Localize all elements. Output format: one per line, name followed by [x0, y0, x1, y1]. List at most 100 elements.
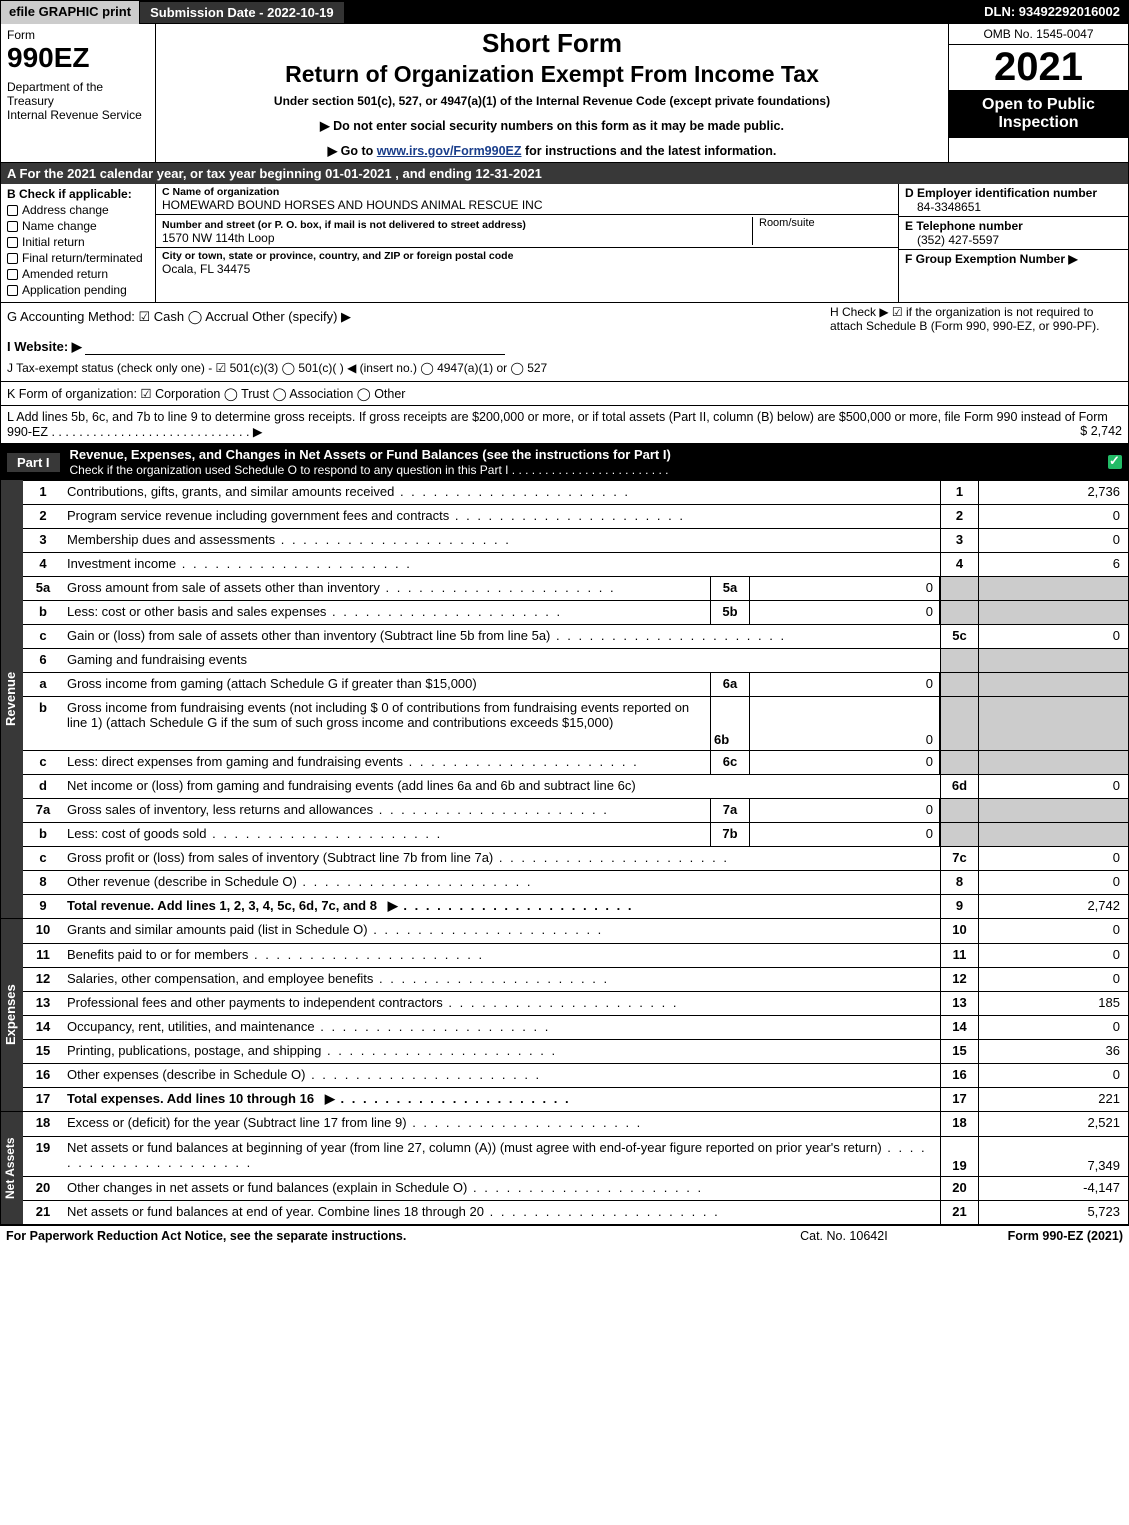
line-7a-subval: 0: [750, 799, 940, 822]
line-6a-amt: [978, 673, 1128, 696]
line-6c-desc: Less: direct expenses from gaming and fu…: [63, 751, 710, 774]
line-7c-amt: 0: [978, 847, 1128, 870]
form-990ez: efile GRAPHIC print Submission Date - 20…: [0, 0, 1129, 1225]
chk-address-change[interactable]: [7, 205, 18, 216]
line-5b-desc: Less: cost or other basis and sales expe…: [63, 601, 710, 624]
line-12-num: 12: [23, 968, 63, 991]
lbl-address-change: Address change: [22, 203, 109, 217]
line-9-amt: 2,742: [978, 895, 1128, 918]
line-18-amt: 2,521: [978, 1112, 1128, 1136]
line-3-desc: Membership dues and assessments: [63, 529, 940, 552]
line-10-amt: 0: [978, 919, 1128, 943]
line-5a-amt: [978, 577, 1128, 600]
line-10-desc: Grants and similar amounts paid (list in…: [63, 919, 940, 943]
header-left: Form 990EZ Department of the Treasury In…: [1, 24, 156, 162]
line-5a-desc: Gross amount from sale of assets other t…: [63, 577, 710, 600]
org-name-label: C Name of organization: [162, 186, 892, 198]
line-16-amt: 0: [978, 1064, 1128, 1087]
row-l-gross-receipts: L Add lines 5b, 6c, and 7b to line 9 to …: [1, 406, 1128, 444]
line-21-ref: 21: [940, 1201, 978, 1224]
line-5b-amt: [978, 601, 1128, 624]
line-20-ref: 20: [940, 1177, 978, 1200]
header-title-block: Short Form Return of Organization Exempt…: [156, 24, 948, 162]
line-5c-amt: 0: [978, 625, 1128, 648]
line-16-desc: Other expenses (describe in Schedule O): [63, 1064, 940, 1087]
line-1-desc: Contributions, gifts, grants, and simila…: [63, 481, 940, 504]
line-20-num: 20: [23, 1177, 63, 1200]
line-6b-desc: Gross income from fundraising events (no…: [63, 697, 710, 750]
line-15-ref: 15: [940, 1040, 978, 1063]
revenue-section: Revenue 1Contributions, gifts, grants, a…: [1, 480, 1128, 918]
line-6b-ref: [940, 697, 978, 750]
website-field[interactable]: [85, 341, 505, 355]
efile-print-label[interactable]: efile GRAPHIC print: [1, 1, 139, 24]
line-17-ref: 17: [940, 1088, 978, 1111]
net-assets-section: Net Assets 18Excess or (deficit) for the…: [1, 1111, 1128, 1224]
line-6d-amt: 0: [978, 775, 1128, 798]
line-7b-sublbl: 7b: [710, 823, 750, 846]
line-5b-sublbl: 5b: [710, 601, 750, 624]
line-8-desc: Other revenue (describe in Schedule O): [63, 871, 940, 894]
chk-amended-return[interactable]: [7, 269, 18, 280]
line-15-amt: 36: [978, 1040, 1128, 1063]
form-footer-label: Form 990-EZ (2021): [1008, 1229, 1123, 1243]
ein-label: D Employer identification number: [905, 186, 1122, 200]
line-2-ref: 2: [940, 505, 978, 528]
line-4-num: 4: [23, 553, 63, 576]
line-18-desc: Excess or (deficit) for the year (Subtra…: [63, 1112, 940, 1136]
line-20-desc: Other changes in net assets or fund bala…: [63, 1177, 940, 1200]
goto-pre: ▶ Go to: [328, 144, 377, 158]
line-4-amt: 6: [978, 553, 1128, 576]
line-7b-ref: [940, 823, 978, 846]
line-8-amt: 0: [978, 871, 1128, 894]
line-6b-num: b: [23, 697, 63, 750]
line-21-num: 21: [23, 1201, 63, 1224]
line-6a-sublbl: 6a: [710, 673, 750, 696]
line-13-ref: 13: [940, 992, 978, 1015]
chk-initial-return[interactable]: [7, 237, 18, 248]
top-bar: efile GRAPHIC print Submission Date - 20…: [1, 1, 1128, 24]
line-19-amt: 7,349: [978, 1137, 1128, 1176]
line-12-desc: Salaries, other compensation, and employ…: [63, 968, 940, 991]
line-6b-amt: [978, 697, 1128, 750]
line-10-num: 10: [23, 919, 63, 943]
line-7c-ref: 7c: [940, 847, 978, 870]
chk-application-pending[interactable]: [7, 285, 18, 296]
line-5a-subval: 0: [750, 577, 940, 600]
return-title: Return of Organization Exempt From Incom…: [162, 61, 942, 88]
part-i-label: Part I: [7, 453, 60, 472]
line-4-ref: 4: [940, 553, 978, 576]
line-7b-num: b: [23, 823, 63, 846]
line-6c-num: c: [23, 751, 63, 774]
line-6-num: 6: [23, 649, 63, 672]
chk-name-change[interactable]: [7, 221, 18, 232]
form-label: Form: [7, 28, 149, 42]
line-19-ref: 19: [940, 1137, 978, 1176]
irs-link[interactable]: www.irs.gov/Form990EZ: [377, 144, 522, 158]
line-17-amt: 221: [978, 1088, 1128, 1111]
city-state-zip: Ocala, FL 34475: [162, 262, 892, 276]
line-16-ref: 16: [940, 1064, 978, 1087]
schedule-o-checkbox[interactable]: [1108, 455, 1122, 469]
line-19-desc: Net assets or fund balances at beginning…: [63, 1137, 940, 1176]
department-label: Department of the Treasury Internal Reve…: [7, 80, 149, 122]
line-6d-ref: 6d: [940, 775, 978, 798]
line-6c-amt: [978, 751, 1128, 774]
col-b-title: B Check if applicable:: [7, 187, 149, 201]
row-a-calendar-year: A For the 2021 calendar year, or tax yea…: [1, 163, 1128, 184]
lbl-application-pending: Application pending: [22, 283, 127, 297]
form-number: 990EZ: [7, 42, 149, 74]
line-9-desc: Total revenue. Add lines 1, 2, 3, 4, 5c,…: [63, 895, 940, 918]
line-14-num: 14: [23, 1016, 63, 1039]
line-7a-sublbl: 7a: [710, 799, 750, 822]
group-exemption-label: F Group Exemption Number ▶: [905, 252, 1122, 266]
header-right: OMB No. 1545-0047 2021 Open to Public In…: [948, 24, 1128, 162]
line-11-ref: 11: [940, 944, 978, 967]
street-address: 1570 NW 114th Loop: [162, 231, 275, 245]
line-5a-num: 5a: [23, 577, 63, 600]
chk-final-return[interactable]: [7, 253, 18, 264]
room-suite-label: Room/suite: [752, 217, 892, 245]
lbl-amended-return: Amended return: [22, 267, 108, 281]
lbl-name-change: Name change: [22, 219, 97, 233]
line-11-num: 11: [23, 944, 63, 967]
